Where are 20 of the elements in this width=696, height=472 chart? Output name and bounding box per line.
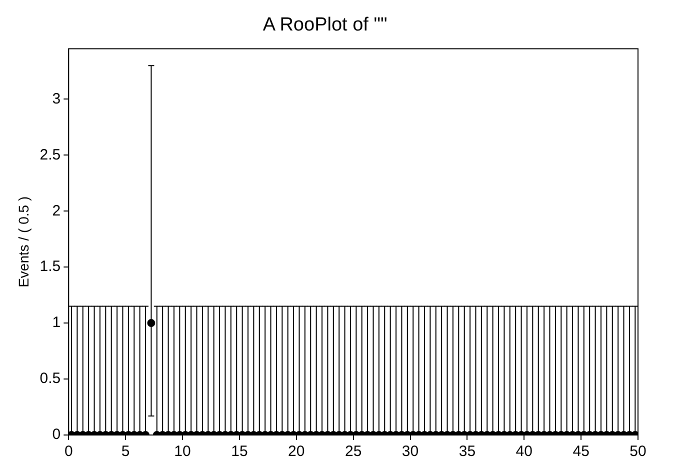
x-tick-label: 25 [344, 443, 362, 460]
chart-title: A RooPlot of "" [262, 14, 388, 36]
x-tick-label: 40 [516, 443, 532, 460]
x-tick-label: 15 [231, 443, 248, 460]
x-tick-label: 50 [630, 443, 646, 460]
y-tick-label: 2.5 [40, 146, 61, 164]
x-tick-label: 0 [64, 443, 73, 460]
x-tick-label: 5 [121, 443, 130, 460]
y-tick-label: 1.5 [40, 258, 61, 276]
y-tick-label: 3 [52, 90, 61, 108]
x-tick-label: 20 [288, 443, 305, 460]
x-tick-label: 35 [458, 443, 476, 460]
y-tick-label: 0.5 [40, 370, 61, 388]
y-tick-label: 1 [52, 314, 61, 332]
y-tick-label: 0 [52, 426, 61, 444]
y-axis-title: Events / ( 0.5 ) [15, 196, 32, 288]
x-tick-label: 10 [174, 443, 191, 460]
x-tick-label: 30 [402, 443, 419, 460]
x-tick-label: 45 [572, 443, 590, 460]
y-tick-label: 2 [52, 202, 61, 220]
